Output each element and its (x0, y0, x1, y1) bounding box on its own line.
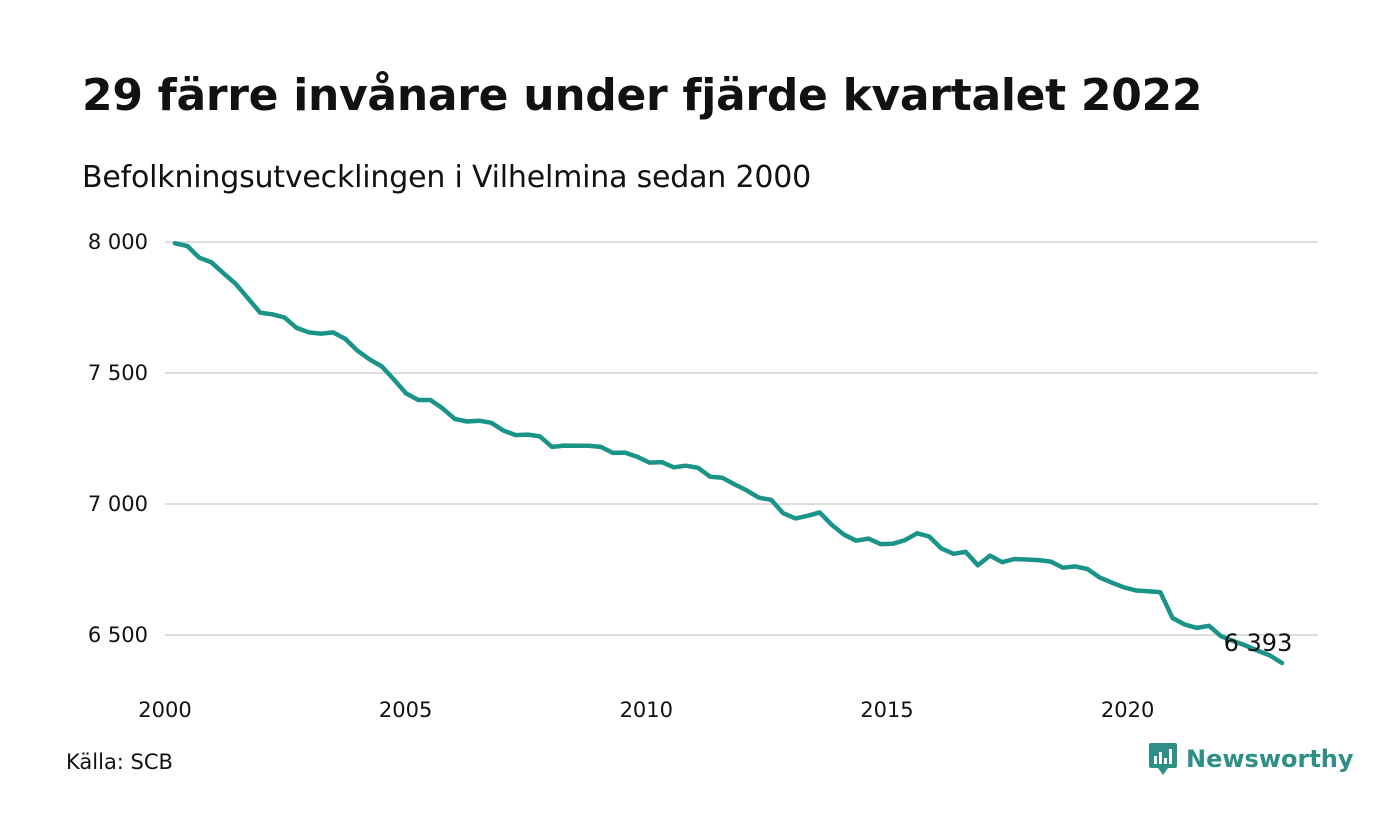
y-tick-label: 7 500 (88, 361, 148, 385)
x-tick-label: 2005 (379, 698, 432, 722)
x-tick-label: 2000 (138, 698, 191, 722)
end-value-label: 6 393 (1224, 629, 1293, 657)
brand-logo: Newsworthy (1148, 742, 1354, 776)
newsworthy-logo-icon (1149, 743, 1177, 775)
series-line-population (172, 241, 1285, 666)
chart-subtitle: Befolkningsutvecklingen i Vilhelmina sed… (82, 160, 811, 195)
brand-name: Newsworthy (1186, 745, 1354, 773)
grid-lines (165, 241, 1318, 636)
y-axis-tick-labels: 6 500 7 000 7 500 8 000 (88, 230, 148, 647)
y-tick-label: 8 000 (88, 230, 148, 254)
x-axis-tick-labels: 2000 2005 2010 2015 2020 (138, 698, 1154, 722)
source-note: Källa: SCB (66, 750, 173, 774)
x-tick-label: 2010 (620, 698, 673, 722)
x-tick-label: 2015 (860, 698, 913, 722)
chart-title: 29 färre invånare under fjärde kvartalet… (82, 70, 1203, 121)
y-tick-label: 6 500 (88, 623, 148, 647)
y-tick-label: 7 000 (88, 492, 148, 516)
x-tick-label: 2020 (1101, 698, 1154, 722)
